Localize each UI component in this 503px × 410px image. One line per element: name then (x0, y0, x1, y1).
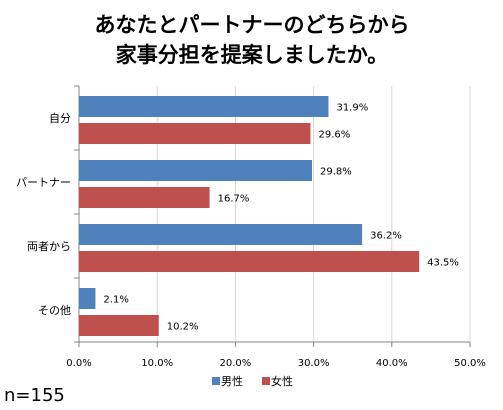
data-label: 29.6% (318, 130, 350, 141)
x-tick-label: 0.0% (66, 358, 91, 369)
bar-male (79, 96, 329, 117)
bar-female (79, 123, 311, 144)
x-tick-label: 50.0% (454, 358, 486, 369)
data-label: 2.1% (103, 295, 128, 306)
chart-title: あなたとパートナーのどちらから 家事分担を提案しましたか。 (95, 13, 410, 67)
category-label: 両者から (27, 240, 71, 253)
data-label: 43.5% (427, 258, 459, 269)
data-label: 36.2% (370, 231, 402, 242)
bar-male (79, 224, 363, 245)
bar-male (79, 160, 313, 181)
legend: 男性 女性 (212, 374, 293, 388)
chart-title-line-2: 家事分担を提案しましたか。 (116, 43, 389, 67)
x-tick-label: 20.0% (220, 358, 252, 369)
legend-swatch (212, 377, 220, 385)
data-label: 16.7% (218, 194, 250, 205)
legend-swatch (262, 377, 270, 385)
bar-female (79, 251, 420, 272)
data-label: 10.2% (167, 322, 199, 333)
x-tick-label: 40.0% (376, 358, 408, 369)
legend-label: 男性 (221, 374, 243, 388)
legend-label: 女性 (271, 374, 293, 388)
category-label: 自分 (49, 112, 71, 125)
category-label: パートナー (16, 176, 71, 189)
category-label: その他 (38, 304, 71, 317)
bars: 31.9% 29.6% 29.8% 16.7% 36.2% 43.5% 2.1% 10.2% (79, 96, 459, 336)
x-tick-labels: 0.0% 10.0% 20.0% 30.0% 40.0% 50.0% (66, 358, 486, 369)
x-tick-label: 10.0% (141, 358, 173, 369)
data-label: 29.8% (320, 167, 352, 178)
chart-title-line-1: あなたとパートナーのどちらから (95, 13, 410, 37)
data-label: 31.9% (336, 103, 368, 114)
sample-size-note: n=155 (4, 385, 65, 406)
x-tick-label: 30.0% (298, 358, 330, 369)
bar-female (79, 187, 210, 208)
bar-male (79, 288, 96, 309)
bar-female (79, 315, 159, 336)
